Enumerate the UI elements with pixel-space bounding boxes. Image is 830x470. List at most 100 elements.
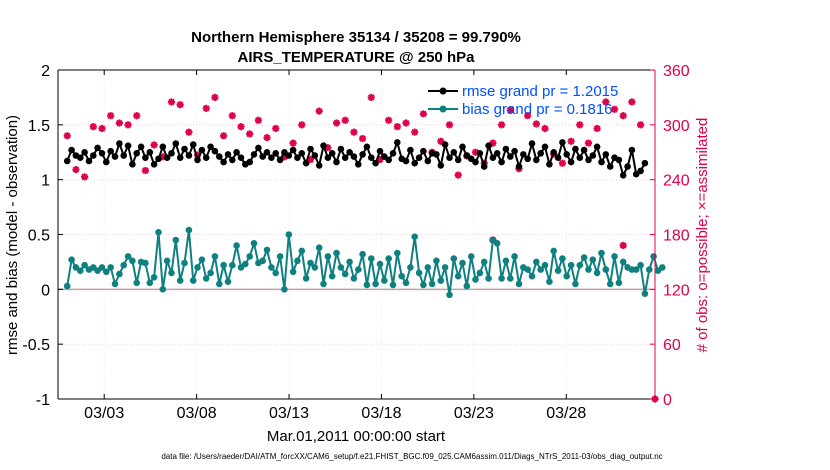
obs-star-center (490, 140, 496, 146)
bias-point (246, 253, 253, 260)
obs-count-marker (202, 104, 210, 112)
obs-star-center (264, 135, 270, 140)
rmse-point (441, 141, 449, 148)
rmse-point (493, 150, 501, 157)
obs-star-center (438, 139, 443, 144)
bias-point (589, 256, 597, 264)
rmse-point (450, 149, 458, 156)
rmse-point (181, 145, 188, 153)
rmse-point (394, 139, 401, 146)
obs-count-marker (167, 98, 176, 106)
rmse-point (103, 158, 110, 166)
bias-point (563, 272, 570, 280)
bias-point (507, 275, 514, 282)
obs-star-center (560, 161, 565, 166)
obs-star-center (455, 172, 461, 178)
bias-point (81, 261, 88, 269)
rmse-point (146, 149, 154, 156)
rmse-point (615, 156, 623, 164)
bias-point (602, 266, 610, 273)
rmse-point (159, 143, 167, 151)
bias-point (229, 261, 236, 269)
rmse-point (554, 154, 562, 161)
bias-point (559, 255, 566, 262)
obs-star-center (212, 95, 218, 100)
obs-count-marker (385, 116, 393, 124)
bias-point (276, 253, 284, 260)
rmse-series (63, 139, 649, 179)
bias-point (281, 286, 288, 293)
rmse-point (98, 150, 106, 157)
obs-star-center (603, 99, 609, 105)
rmse-point (294, 154, 301, 161)
obs-star-center (204, 106, 209, 111)
obs-count-marker (332, 119, 341, 127)
rmse-point (189, 141, 197, 148)
bias-point (372, 280, 379, 288)
bias-point (185, 226, 193, 234)
obs-count-marker (133, 112, 141, 120)
y-tick-label-right: 0 (663, 392, 672, 409)
rmse-point (129, 161, 136, 168)
rmse-point (515, 163, 523, 170)
rmse-point (476, 150, 484, 157)
rmse-point (220, 158, 227, 166)
obs-count-marker (141, 166, 150, 175)
rmse-point (402, 157, 410, 165)
bias-point (289, 268, 297, 276)
bias-point (250, 240, 258, 247)
obs-count-marker (272, 124, 280, 133)
obs-star-center (299, 122, 304, 128)
x-tick-label: 03/28 (546, 405, 586, 422)
bias-point (124, 253, 132, 260)
bias-point (133, 279, 140, 287)
bias-point (650, 253, 657, 260)
rmse-point (194, 156, 201, 164)
bias-point (424, 264, 432, 271)
obs-count-marker (393, 123, 401, 131)
bias-point (407, 264, 414, 271)
rmse-point (263, 149, 271, 156)
bias-point (176, 277, 184, 284)
obs-count-marker (246, 130, 254, 138)
bias-point (446, 291, 453, 299)
obs-star-center (151, 142, 157, 148)
bias-point (611, 253, 618, 260)
bias-point (233, 242, 240, 249)
rmse-point (328, 150, 336, 157)
bias-point (619, 258, 627, 266)
bias-point (150, 274, 158, 281)
obs-count-marker (497, 121, 506, 129)
bias-point (606, 280, 614, 288)
obs-star-center (638, 122, 643, 128)
y-tick-label-right: 360 (663, 63, 690, 80)
bias-point (550, 247, 557, 255)
rmse-point (320, 142, 327, 149)
data-file-footnote: data file: /Users/raeder/DAI/ATM_forcXX/… (161, 452, 662, 461)
legend-bias-marker (439, 105, 447, 113)
rmse-point (350, 153, 358, 160)
rmse-point (255, 144, 262, 152)
bias-point (168, 269, 175, 277)
rmse-point (411, 159, 419, 167)
bias-point (554, 267, 562, 275)
legend-rmse-marker (439, 87, 447, 95)
obs-count-marker (89, 123, 97, 131)
bias-point (103, 268, 110, 276)
rmse-point (289, 146, 297, 154)
bias-point (333, 249, 340, 257)
bias-point (111, 280, 119, 288)
rmse-point (341, 154, 349, 161)
rmse-point (385, 156, 393, 164)
obs-star-center (621, 243, 626, 248)
rmse-point (524, 155, 531, 163)
bias-point (207, 269, 214, 277)
obs-star-center (325, 145, 331, 150)
obs-count-marker (411, 128, 419, 136)
bias-point (355, 266, 362, 273)
bias-point (189, 277, 197, 284)
bias-point (637, 261, 644, 269)
bias-point (68, 256, 75, 264)
obs-star-center (134, 113, 139, 118)
obs-star-center (177, 102, 183, 107)
